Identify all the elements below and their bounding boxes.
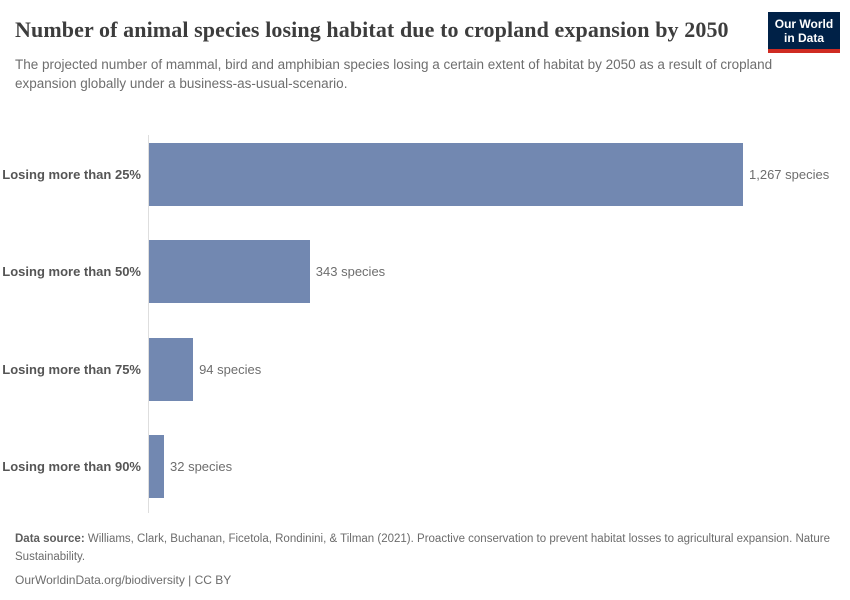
bar-row: Losing more than 25% 1,267 species <box>0 143 850 206</box>
chart-subtitle: The projected number of mammal, bird and… <box>15 57 773 91</box>
chart-footer: Data source: Williams, Clark, Buchanan, … <box>15 531 835 587</box>
value-label: 1,267 species <box>749 167 830 182</box>
bar-row: Losing more than 75% 94 species <box>0 338 850 401</box>
value-label: 343 species <box>315 264 386 279</box>
owid-logo[interactable]: Our World in Data <box>768 12 840 53</box>
value-label: 94 species <box>199 362 262 377</box>
data-source-text: Data source: Williams, Clark, Buchanan, … <box>15 531 830 566</box>
owid-url-link[interactable]: OurWorldinData.org/biodiversity | CC BY <box>15 573 232 587</box>
bar[interactable] <box>149 338 194 401</box>
bar-chart: Losing more than 25% 1,267 species Losin… <box>0 135 850 515</box>
owid-logo-line2: in Data <box>783 30 824 45</box>
category-label: Losing more than 75% <box>2 362 141 377</box>
data-source-citation: Williams, Clark, Buchanan, Ficetola, Ron… <box>15 533 830 563</box>
category-label: Losing more than 90% <box>2 459 141 474</box>
page-title: Number of animal species losing habitat … <box>15 17 729 42</box>
bar-row: Losing more than 90% 32 species <box>0 435 850 498</box>
owid-logo-stripe <box>768 49 840 53</box>
data-source-label: Data source: <box>15 533 85 545</box>
bar-row: Losing more than 50% 343 species <box>0 240 850 303</box>
chart-header: Number of animal species losing habitat … <box>15 14 835 93</box>
y-axis-line <box>148 135 149 513</box>
owid-logo-box: Our World in Data <box>768 12 840 49</box>
bar[interactable] <box>149 143 743 206</box>
category-label: Losing more than 50% <box>2 264 141 279</box>
category-label: Losing more than 25% <box>2 167 141 182</box>
bar[interactable] <box>149 240 310 303</box>
value-label: 32 species <box>170 459 233 474</box>
bar[interactable] <box>149 435 164 498</box>
owid-logo-line1: Our World <box>774 16 834 31</box>
